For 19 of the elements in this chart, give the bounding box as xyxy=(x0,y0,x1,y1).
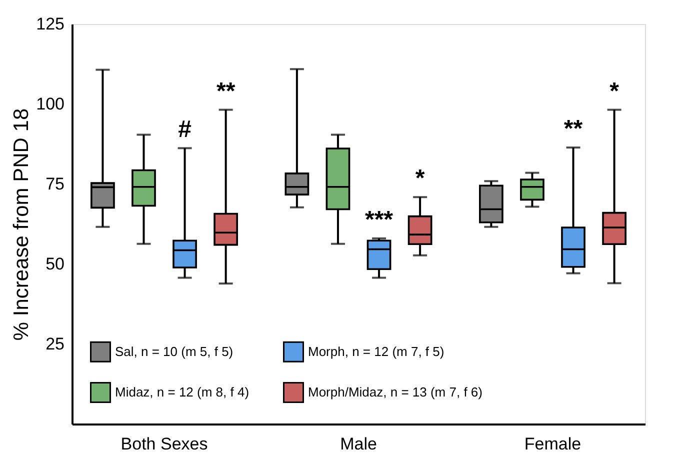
y-axis-title: % Increase from PND 18 xyxy=(10,108,34,341)
y-tick-label: 25 xyxy=(46,334,64,354)
legend-label: Sal, n = 10 (m 5, f 5) xyxy=(115,344,234,359)
text: ** xyxy=(216,78,236,105)
x-tick-label: Female xyxy=(524,434,582,454)
text: * xyxy=(415,165,425,192)
y-tick-label: 100 xyxy=(36,94,64,114)
legend-label: Midaz, n = 12 (m 8, f 4) xyxy=(115,384,250,400)
text: ** xyxy=(564,116,583,143)
y-tick-label: 50 xyxy=(46,254,64,274)
text: # xyxy=(178,116,192,144)
y-tick-label: 125 xyxy=(36,14,64,34)
x-tick-label: Male xyxy=(340,434,377,454)
legend-label: Morph/Midaz, n = 13 (m 7, f 6) xyxy=(308,384,482,400)
y-tick-label: 75 xyxy=(46,174,64,194)
text: *** xyxy=(365,206,394,234)
x-tick-label: Both Sexes xyxy=(120,434,208,454)
text: * xyxy=(610,78,619,105)
legend-label: Morph, n = 12 (m 7, f 5) xyxy=(308,344,444,359)
